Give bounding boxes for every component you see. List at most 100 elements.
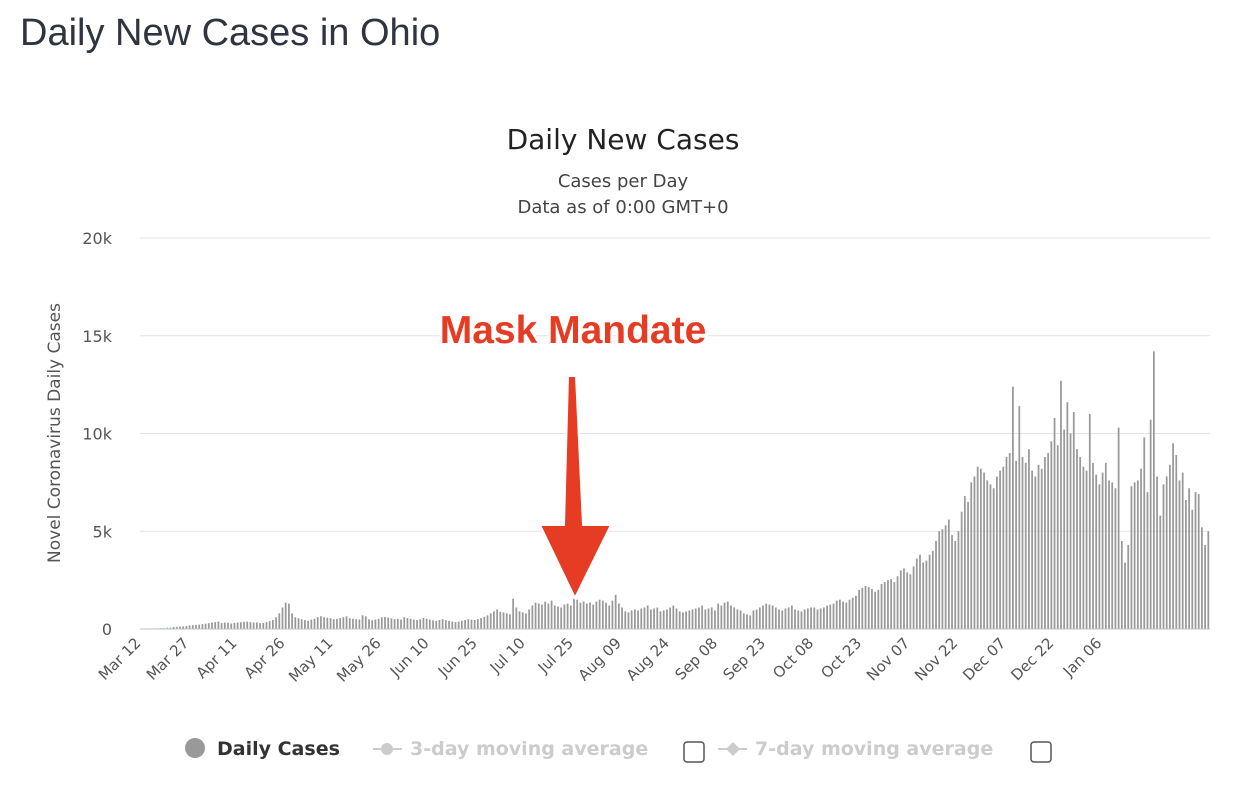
bar-daily-cases[interactable] [1028, 449, 1030, 629]
bar-daily-cases[interactable] [992, 488, 995, 629]
bar-daily-cases[interactable] [608, 605, 611, 629]
bar-daily-cases[interactable] [1101, 472, 1104, 629]
bar-daily-cases[interactable] [906, 572, 909, 629]
bar-daily-cases[interactable] [883, 582, 886, 629]
bar-daily-cases[interactable] [1191, 509, 1194, 629]
bar-daily-cases[interactable] [656, 607, 659, 630]
bar-daily-cases[interactable] [1130, 486, 1133, 629]
bar-daily-cases[interactable] [332, 619, 335, 630]
bar-daily-cases[interactable] [944, 525, 947, 629]
bar-daily-cases[interactable] [310, 619, 313, 629]
bar-daily-cases[interactable] [829, 604, 832, 629]
bar-daily-cases[interactable] [806, 608, 809, 629]
bar-daily-cases[interactable] [297, 618, 300, 629]
bar-daily-cases[interactable] [592, 604, 595, 629]
bar-daily-cases[interactable] [1076, 449, 1078, 629]
bar-daily-cases[interactable] [637, 610, 639, 629]
bar-daily-cases[interactable] [560, 607, 563, 630]
bar-daily-cases[interactable] [1002, 466, 1005, 629]
bar-daily-cases[interactable] [931, 550, 934, 629]
bar-daily-cases[interactable] [1053, 417, 1056, 629]
bar-daily-cases[interactable] [790, 605, 793, 629]
bar-daily-cases[interactable] [1120, 541, 1123, 629]
bar-daily-cases[interactable] [1197, 494, 1200, 629]
bar-daily-cases[interactable] [163, 627, 165, 629]
bar-daily-cases[interactable] [720, 605, 723, 629]
bar-daily-cases[interactable] [1060, 380, 1062, 629]
bar-daily-cases[interactable] [758, 607, 761, 630]
bar-daily-cases[interactable] [259, 623, 261, 629]
bar-daily-cases[interactable] [374, 619, 377, 629]
bar-daily-cases[interactable] [207, 623, 210, 629]
bar-daily-cases[interactable] [1012, 386, 1014, 629]
bar-daily-cases[interactable] [451, 621, 454, 629]
bar-daily-cases[interactable] [336, 618, 338, 629]
bar-daily-cases[interactable] [614, 594, 617, 629]
bar-daily-cases[interactable] [1156, 476, 1158, 629]
bar-daily-cases[interactable] [589, 602, 591, 629]
bar-daily-cases[interactable] [275, 617, 277, 629]
bar-daily-cases[interactable] [979, 468, 982, 629]
bar-daily-cases[interactable] [1162, 484, 1165, 629]
bar-daily-cases[interactable] [1181, 472, 1184, 629]
bar-daily-cases[interactable] [483, 616, 486, 629]
bar-daily-cases[interactable] [505, 613, 508, 629]
bar-daily-cases[interactable] [1149, 419, 1152, 629]
bar-daily-cases[interactable] [432, 620, 434, 629]
bar-daily-cases[interactable] [595, 601, 598, 629]
bar-daily-cases[interactable] [672, 605, 675, 629]
bar-daily-cases[interactable] [733, 607, 736, 630]
bar-daily-cases[interactable] [557, 606, 559, 629]
bar-daily-cases[interactable] [771, 605, 774, 629]
bar-daily-cases[interactable] [935, 541, 937, 629]
bar-daily-cases[interactable] [774, 607, 777, 630]
bar-daily-cases[interactable] [316, 617, 319, 629]
bar-daily-cases[interactable] [1072, 412, 1075, 630]
bar-daily-cases[interactable] [871, 588, 873, 629]
bar-daily-cases[interactable] [422, 618, 425, 629]
bar-daily-cases[interactable] [470, 619, 473, 629]
bar-daily-cases[interactable] [262, 622, 265, 629]
bar-daily-cases[interactable] [1015, 460, 1017, 629]
bar-daily-cases[interactable] [489, 613, 492, 629]
bar-daily-cases[interactable] [326, 617, 329, 629]
bar-daily-cases[interactable] [1136, 480, 1139, 629]
bar-daily-cases[interactable] [874, 591, 877, 630]
bar-daily-cases[interactable] [1168, 464, 1171, 629]
bar-daily-cases[interactable] [464, 620, 466, 629]
bar-daily-cases[interactable] [659, 611, 662, 629]
bar-daily-cases[interactable] [220, 623, 223, 629]
bar-daily-cases[interactable] [550, 600, 553, 629]
bar-daily-cases[interactable] [746, 614, 748, 629]
bar-daily-cases[interactable] [435, 620, 438, 629]
bar-daily-cases[interactable] [1159, 515, 1162, 629]
bar-daily-cases[interactable] [412, 619, 415, 629]
bar-daily-cases[interactable] [941, 529, 944, 629]
bar-daily-cases[interactable] [416, 620, 418, 629]
bar-daily-cases[interactable] [400, 619, 402, 629]
bar-daily-cases[interactable] [1114, 488, 1117, 629]
bar-daily-cases[interactable] [582, 601, 585, 629]
legend-item-daily-cases[interactable]: Daily Cases [185, 738, 340, 760]
bar-daily-cases[interactable] [781, 610, 784, 629]
bar-daily-cases[interactable] [525, 613, 527, 629]
bar-daily-cases[interactable] [518, 611, 521, 629]
bar-daily-cases[interactable] [384, 616, 386, 629]
bar-daily-cases[interactable] [858, 589, 861, 629]
bar-daily-cases[interactable] [243, 621, 245, 629]
bar-daily-cases[interactable] [1082, 466, 1085, 629]
bar-daily-cases[interactable] [409, 618, 412, 629]
bar-daily-cases[interactable] [294, 617, 297, 629]
bar-daily-cases[interactable] [1092, 462, 1094, 629]
bar-daily-cases[interactable] [345, 616, 348, 629]
bar-daily-cases[interactable] [239, 622, 242, 629]
bar-daily-cases[interactable] [1005, 456, 1008, 629]
bar-daily-cases[interactable] [425, 618, 428, 629]
bar-daily-cases[interactable] [909, 574, 912, 629]
bar-daily-cases[interactable] [1143, 437, 1146, 629]
bar-daily-cases[interactable] [938, 531, 941, 629]
bar-daily-cases[interactable] [512, 598, 515, 629]
legend-item-3-day-average[interactable]: 3-day moving average [373, 738, 705, 763]
bar-daily-cases[interactable] [903, 568, 905, 629]
bar-daily-cases[interactable] [281, 607, 284, 630]
